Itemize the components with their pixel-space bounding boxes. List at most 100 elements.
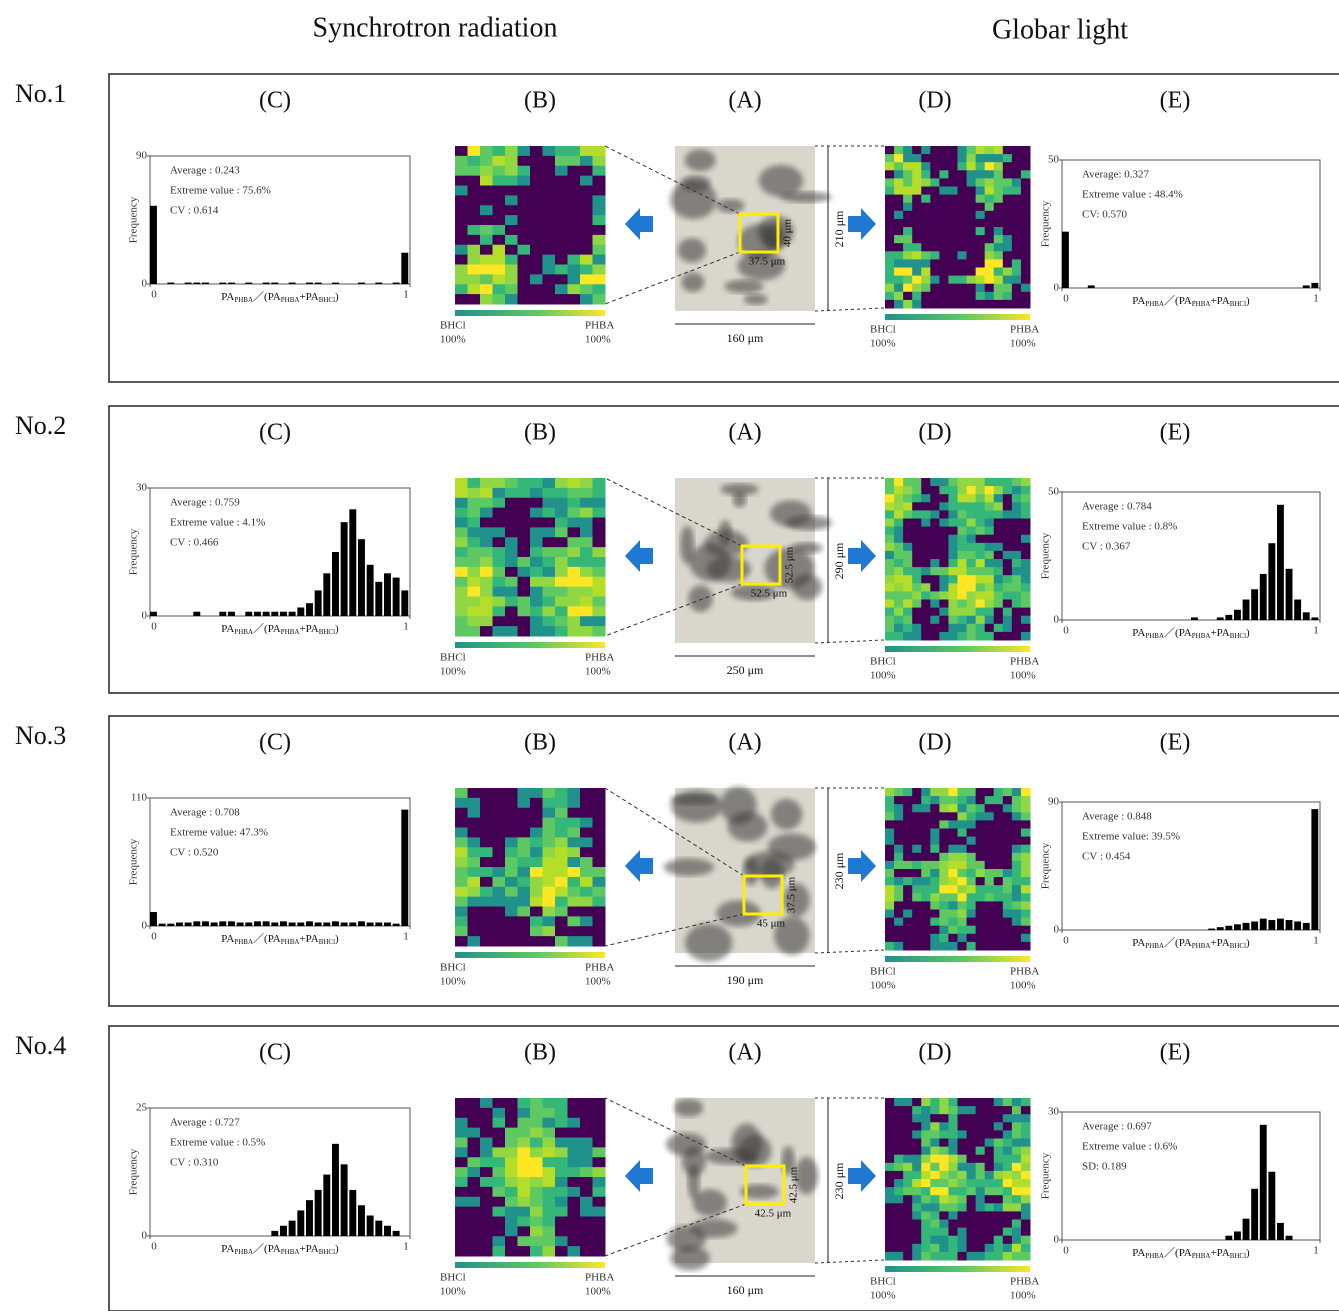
histogram-bar	[1277, 919, 1284, 930]
map-pixel	[921, 178, 931, 187]
map-pixel	[1021, 1195, 1031, 1204]
map-pixel	[555, 818, 568, 828]
map-pixel	[985, 519, 995, 528]
map-pixel	[921, 567, 931, 576]
map-pixel	[468, 527, 481, 537]
map-pixel	[1003, 1106, 1013, 1115]
histogram-bar	[1286, 920, 1293, 930]
map-pixel	[976, 1130, 986, 1139]
map-pixel	[894, 1147, 904, 1156]
map-pixel	[948, 893, 958, 902]
map-pixel	[948, 1147, 958, 1156]
map-pixel	[967, 300, 977, 309]
map-pixel	[493, 508, 506, 518]
map-pixel	[455, 857, 468, 867]
map-pixel	[568, 616, 581, 626]
map-pixel	[976, 1106, 986, 1115]
map-pixel	[555, 616, 568, 626]
map-pixel	[505, 867, 518, 877]
map-pixel	[455, 1187, 468, 1197]
map-pixel	[593, 577, 606, 587]
histogram-bar	[1260, 1125, 1267, 1240]
map-pixel	[580, 1197, 593, 1207]
map-pixel	[455, 265, 468, 275]
map-pixel	[912, 146, 922, 155]
x-tick-label: 0	[151, 931, 157, 943]
map-pixel	[493, 195, 506, 205]
map-pixel	[468, 235, 481, 245]
map-pixel	[1012, 300, 1022, 309]
histogram-bar	[254, 612, 261, 616]
row-label: No.4	[15, 1031, 66, 1060]
map-pixel	[1021, 519, 1031, 528]
map-pixel	[580, 225, 593, 235]
map-pixel	[555, 215, 568, 225]
map-pixel	[1003, 494, 1013, 503]
map-pixel	[885, 845, 895, 854]
map-pixel	[468, 808, 481, 818]
map-pixel	[505, 1246, 518, 1256]
map-pixel	[1012, 885, 1022, 894]
map-pixel	[468, 1157, 481, 1167]
map-pixel	[939, 567, 949, 576]
map-pixel	[939, 837, 949, 846]
map-pixel	[994, 1228, 1004, 1237]
x-axis-label-part: )	[1246, 937, 1250, 949]
histogram-bar	[332, 283, 339, 284]
map-pixel	[976, 616, 986, 625]
map-pixel	[1012, 519, 1022, 528]
map-pixel	[912, 1171, 922, 1180]
map-pixel	[530, 176, 543, 186]
map-pixel	[480, 606, 493, 616]
map-pixel	[593, 518, 606, 528]
map-pixel	[593, 1187, 606, 1197]
map-pixel	[958, 178, 968, 187]
map-pixel	[568, 1147, 581, 1157]
histogram-bar	[1251, 589, 1258, 620]
map-pixel	[967, 845, 977, 854]
map-pixel	[530, 1217, 543, 1227]
map-pixel	[948, 1236, 958, 1245]
micrograph-blot	[667, 1226, 707, 1252]
map-pixel	[976, 243, 986, 252]
map-pixel	[939, 259, 949, 268]
map-pixel	[985, 845, 995, 854]
map-pixel	[505, 508, 518, 518]
map-pixel	[493, 274, 506, 284]
micrograph-blot	[688, 585, 713, 612]
map-pixel	[1003, 1203, 1013, 1212]
histogram-bar	[1191, 617, 1198, 620]
map-pixel	[543, 936, 556, 946]
map-pixel	[994, 829, 1004, 838]
map-pixel	[903, 559, 913, 568]
map-pixel	[1012, 251, 1022, 260]
map-pixel	[930, 624, 940, 633]
map-pixel	[948, 1098, 958, 1107]
map-pixel	[568, 235, 581, 245]
map-pixel	[505, 887, 518, 897]
map-pixel	[1003, 146, 1013, 155]
map-pixel	[1003, 502, 1013, 511]
map-pixel	[921, 1155, 931, 1164]
map-pixel	[939, 1155, 949, 1164]
map-pixel	[1003, 1122, 1013, 1131]
map-pixel	[921, 510, 931, 519]
x-tick-label: 0	[151, 289, 157, 301]
map-pixel	[455, 828, 468, 838]
map-pixel	[921, 146, 931, 155]
map-pixel	[939, 591, 949, 600]
map-pixel	[903, 591, 913, 600]
map-pixel	[939, 812, 949, 821]
map-pixel	[593, 225, 606, 235]
map-pixel	[480, 284, 493, 294]
map-pixel	[912, 510, 922, 519]
map-pixel	[985, 276, 995, 285]
map-pixel	[455, 1167, 468, 1177]
map-pixel	[493, 518, 506, 528]
map-pixel	[930, 869, 940, 878]
map-pixel	[894, 559, 904, 568]
map-pixel	[468, 616, 481, 626]
map-pixel	[912, 910, 922, 919]
map-pixel	[921, 1139, 931, 1148]
map-pixel	[994, 300, 1004, 309]
